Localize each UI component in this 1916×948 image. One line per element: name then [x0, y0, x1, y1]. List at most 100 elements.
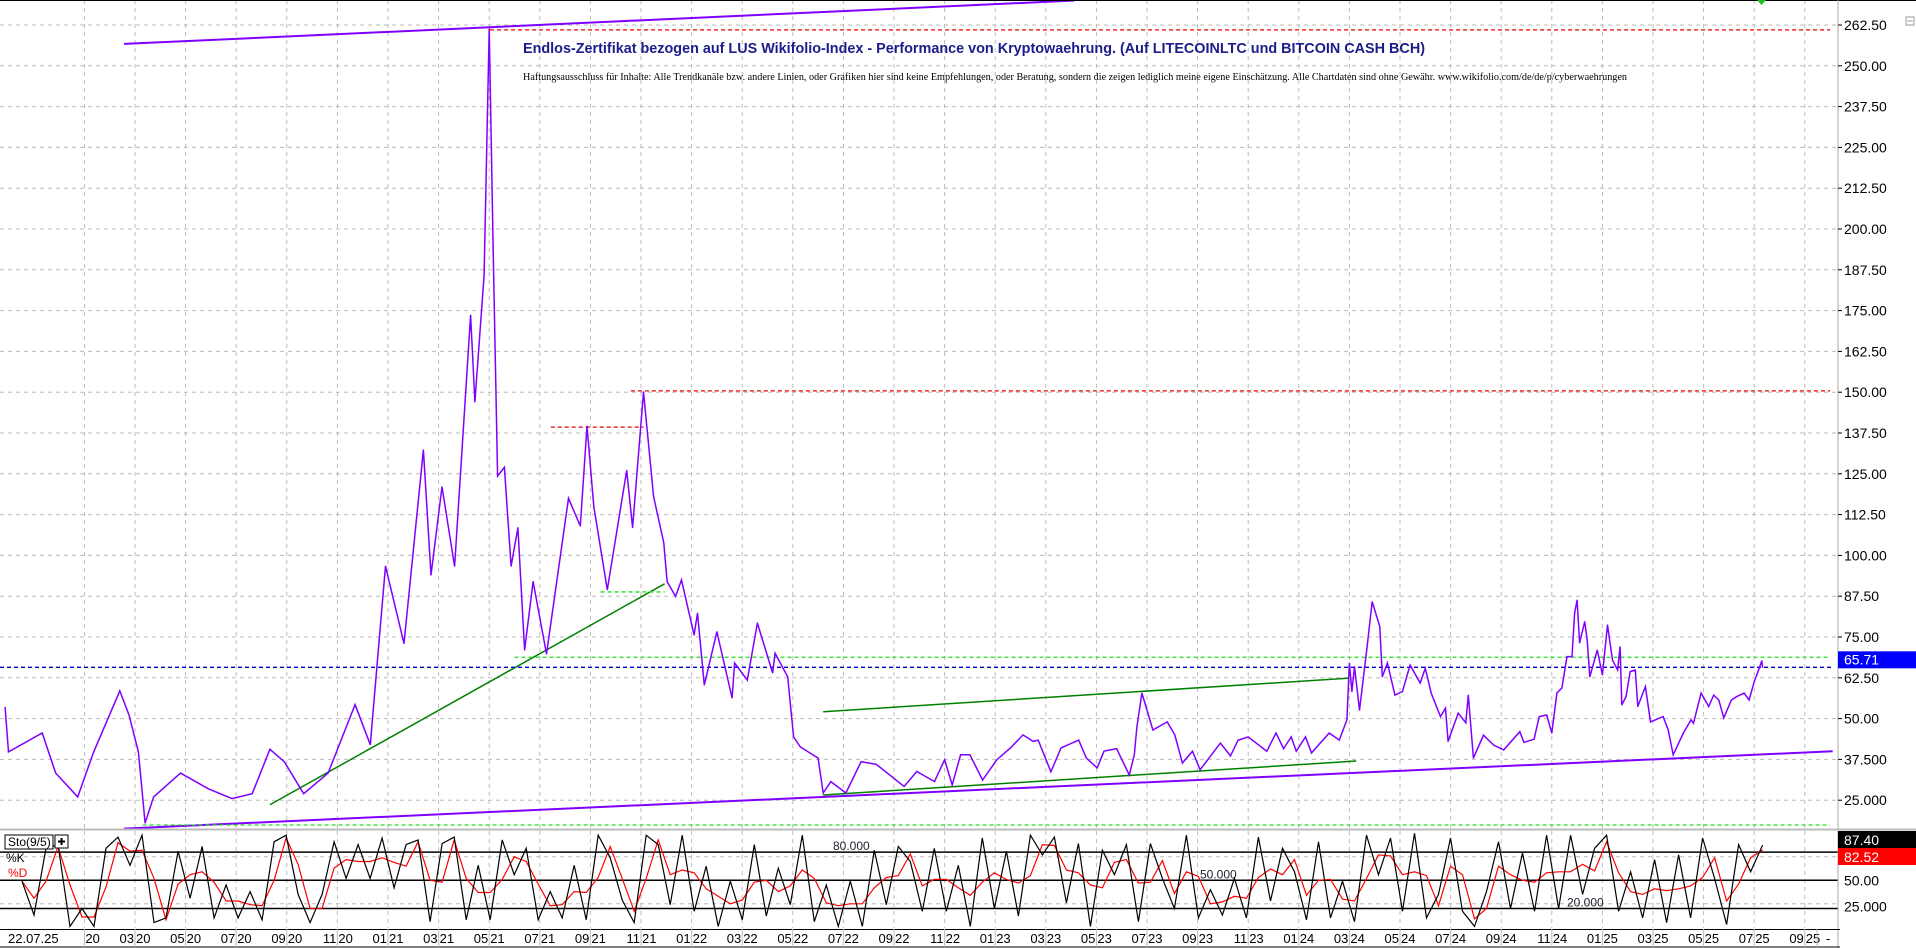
price-tick-label: 150.00 [1844, 384, 1887, 400]
d-value-badge [1838, 848, 1916, 865]
date-label-year: 24 [1452, 931, 1466, 946]
price-point [674, 595, 677, 598]
date-label-month: 07 [1132, 931, 1146, 946]
price-point [128, 714, 130, 716]
indicator-label-box[interactable] [4, 834, 54, 850]
price-point [1338, 739, 1340, 741]
price-point [137, 751, 139, 753]
date-label-year: 23 [1249, 931, 1263, 946]
stochastic-panel: 80.000 50.000 20.000 [0, 832, 1838, 929]
trend-line [123, 750, 1833, 830]
date-label-month: 07 [1435, 931, 1449, 946]
price-point [1519, 731, 1521, 733]
price-point [1625, 696, 1627, 698]
date-label-month: 11 [627, 931, 641, 946]
price-point [1579, 642, 1581, 644]
trend-line [823, 677, 1350, 713]
chart-disclaimer: Haftungsausschluss für Inhalte: Alle Tre… [523, 71, 1627, 83]
price-tick-label: 262.50 [1844, 17, 1887, 33]
price-point [1444, 707, 1447, 709]
trend-line [823, 760, 1357, 796]
date-label-year: 22 [693, 931, 707, 946]
price-point [474, 401, 476, 403]
price-point [1419, 682, 1421, 684]
date-label-month: 05 [170, 931, 184, 946]
date-label-year: 20 [288, 931, 302, 946]
date-label-month: 09 [1486, 931, 1500, 946]
date-label-first: 22.07.25 [8, 931, 59, 946]
price-tick-label: 125.00 [1844, 466, 1887, 482]
price-point [716, 631, 718, 633]
date-label-month: 09 [1182, 931, 1196, 946]
date-label-year: 20 [85, 931, 99, 946]
date-label-month: 07 [524, 931, 538, 946]
price-point [1096, 767, 1098, 769]
date-label-year: 21 [389, 931, 403, 946]
price-point [454, 565, 456, 567]
price-point [1662, 716, 1664, 718]
price-point [933, 780, 936, 783]
price-point [642, 391, 645, 393]
date-label-month: 07 [828, 931, 842, 946]
date-label-month: 01 [980, 931, 994, 946]
price-point [1692, 722, 1695, 724]
price-point [1078, 739, 1080, 741]
date-label-month: 03 [1030, 931, 1044, 946]
date-label-year: 23 [1148, 931, 1162, 946]
date-label-year: 23 [1199, 931, 1213, 946]
price-point [830, 780, 832, 783]
date-label-year: 20 [136, 931, 150, 946]
date-label-year: 21 [541, 931, 555, 946]
price-point [207, 788, 209, 790]
price-point [1573, 612, 1576, 614]
price-point [1762, 666, 1764, 668]
price-point [951, 784, 953, 786]
price-point [1174, 734, 1176, 736]
price-point [497, 475, 499, 477]
plus-box-icon[interactable] [54, 834, 69, 849]
price-tick-label: 62.50 [1844, 670, 1879, 686]
date-label-month: 09 [271, 931, 285, 946]
price-point [1379, 625, 1381, 628]
price-point [845, 792, 847, 794]
price-point [1556, 692, 1558, 694]
price-point [1358, 709, 1361, 711]
date-label-month: 01 [1283, 931, 1297, 946]
minus-box-icon[interactable] [1905, 16, 1915, 26]
last-price-badge [1838, 651, 1916, 669]
price-point [1735, 696, 1738, 698]
date-label-year: 23 [1097, 931, 1111, 946]
price-point [1621, 704, 1623, 706]
price-point [606, 589, 608, 591]
price-tick-label: 25.000 [1844, 792, 1887, 808]
price-tick-label: 137.50 [1844, 425, 1887, 441]
price-tick-label: 212.50 [1844, 180, 1887, 196]
price-point [1290, 736, 1292, 738]
price-point [1667, 729, 1669, 731]
price-point [1538, 716, 1540, 718]
price-point [327, 772, 329, 774]
price-point [492, 261, 495, 263]
price-tick-label: 75.00 [1844, 629, 1879, 645]
price-tick-label: 162.50 [1844, 343, 1887, 359]
date-label-month: 09 [1789, 931, 1803, 946]
price-point [1237, 739, 1239, 741]
price-point [1116, 748, 1118, 750]
price-point [1199, 769, 1201, 771]
price-point [981, 779, 984, 781]
price-point [1266, 750, 1268, 752]
date-label-year: 25 [1603, 931, 1617, 946]
price-point [503, 466, 505, 468]
price-point [1346, 719, 1348, 721]
date-label-month: 11 [1234, 931, 1248, 946]
price-point [666, 580, 668, 583]
price-point [1022, 734, 1024, 736]
stoch-level-label: 20.000 [1567, 896, 1604, 910]
date-label-year: 25 [1705, 931, 1719, 946]
date-label-month: 03 [120, 931, 134, 946]
date-label-year: 22 [844, 931, 858, 946]
price-point [1166, 721, 1168, 723]
price-point [944, 759, 946, 761]
price-point [231, 797, 233, 800]
